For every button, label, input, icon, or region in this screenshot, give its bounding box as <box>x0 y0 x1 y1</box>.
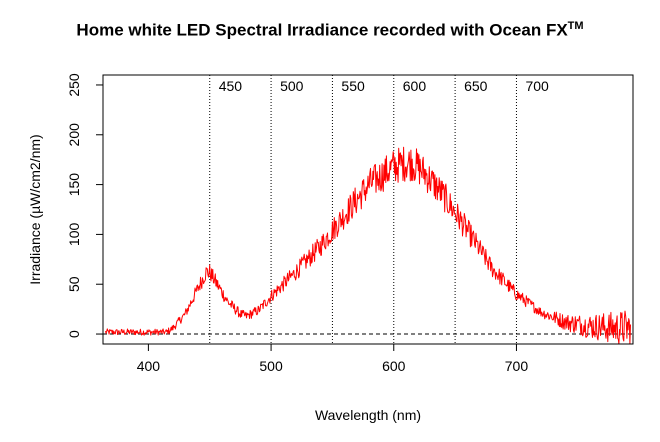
x-tick-label-700: 700 <box>505 358 529 374</box>
x-tick-label-600: 600 <box>382 358 406 374</box>
x-tick-label-500: 500 <box>259 358 283 374</box>
y-tick-label-50: 50 <box>66 276 82 292</box>
plot-frame <box>102 74 634 345</box>
reference-line-labels: 450 500 550 600 650 700 <box>219 78 549 94</box>
reference-line-label-450: 450 <box>219 78 243 94</box>
y-tick-label-250: 250 <box>66 73 82 97</box>
x-axis-label: Wavelength (nm) <box>315 407 421 423</box>
series-layer <box>105 146 631 345</box>
series-line <box>105 146 631 345</box>
y-tick-label-0: 0 <box>66 330 82 338</box>
x-axis: 400 500 600 700 <box>137 343 529 374</box>
reference-line-label-550: 550 <box>341 78 365 94</box>
chart-title: Home white LED Spectral Irradiance recor… <box>0 20 660 41</box>
y-axis-label: Irradiance (µW/cm2/nm) <box>27 134 43 284</box>
reference-line-label-700: 700 <box>525 78 549 94</box>
y-tick-label-150: 150 <box>66 173 82 197</box>
reference-line-label-500: 500 <box>280 78 304 94</box>
x-tick-label-400: 400 <box>137 358 161 374</box>
chart-title-superscript: TM <box>567 20 584 32</box>
reference-line-label-650: 650 <box>464 78 488 94</box>
y-tick-label-200: 200 <box>66 123 82 147</box>
reference-line-label-600: 600 <box>403 78 427 94</box>
y-tick-label-100: 100 <box>66 223 82 247</box>
chart-title-text: Home white LED Spectral Irradiance recor… <box>76 20 568 40</box>
reference-lines <box>209 75 517 344</box>
y-axis: 0 50 100 150 200 250 <box>66 73 104 338</box>
